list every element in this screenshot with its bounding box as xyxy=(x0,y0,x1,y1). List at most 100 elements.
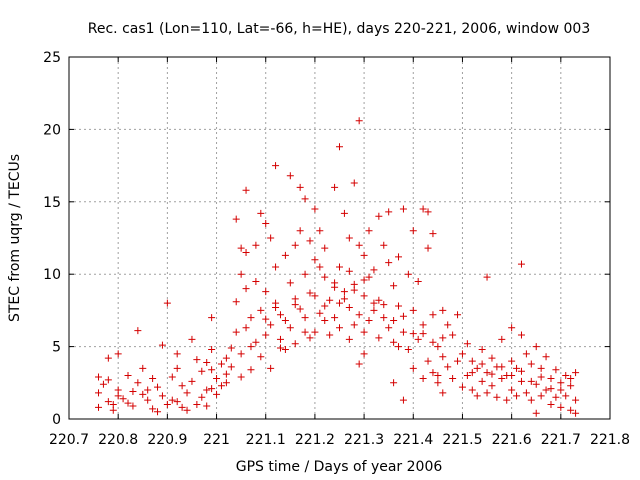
data-point xyxy=(95,389,103,397)
data-point xyxy=(567,374,575,382)
data-point xyxy=(567,382,575,390)
data-point xyxy=(567,406,575,414)
data-point xyxy=(468,386,476,394)
data-point xyxy=(557,403,565,411)
data-point xyxy=(173,350,181,358)
data-point xyxy=(488,382,496,390)
data-point xyxy=(124,372,132,380)
x-tick-label: 221.2 xyxy=(295,432,335,448)
data-point xyxy=(134,379,142,387)
data-point xyxy=(434,372,442,380)
data-point xyxy=(404,345,412,353)
data-point xyxy=(429,230,437,238)
data-point xyxy=(183,406,191,414)
data-point xyxy=(99,380,107,388)
data-point xyxy=(281,345,289,353)
data-point xyxy=(336,299,343,307)
data-point xyxy=(483,369,491,377)
data-point xyxy=(429,338,437,346)
data-point xyxy=(331,283,339,291)
data-point xyxy=(267,321,275,329)
x-tick-label: 221.4 xyxy=(393,432,433,448)
data-point xyxy=(134,327,142,335)
data-point xyxy=(350,321,358,329)
data-point xyxy=(390,282,398,290)
data-point xyxy=(395,253,403,261)
data-point xyxy=(522,389,530,397)
data-point xyxy=(517,260,525,268)
data-point xyxy=(276,311,284,319)
data-point xyxy=(262,220,270,228)
data-point xyxy=(419,205,427,213)
data-point xyxy=(203,359,211,367)
data-point xyxy=(429,369,437,377)
data-point xyxy=(562,392,570,400)
data-point xyxy=(316,263,324,271)
grid-lines xyxy=(69,57,610,419)
data-point xyxy=(527,377,535,385)
data-point xyxy=(213,374,221,382)
data-point xyxy=(237,350,245,358)
y-tick-label: 15 xyxy=(43,195,61,211)
x-tick-label: 221.7 xyxy=(541,432,581,448)
data-point xyxy=(552,366,560,374)
data-point xyxy=(527,360,535,368)
data-point xyxy=(227,344,235,352)
y-axis-title: STEC from uqrg / TECUs xyxy=(7,154,23,322)
chart-title: Rec. cas1 (Lon=110, Lat=-66, h=HE), days… xyxy=(88,21,590,37)
data-point xyxy=(331,183,339,191)
data-point xyxy=(360,328,368,336)
data-point xyxy=(365,227,373,235)
y-tick-label: 20 xyxy=(43,122,61,138)
data-point xyxy=(257,353,265,361)
data-point xyxy=(281,317,289,325)
data-point xyxy=(537,373,545,381)
data-point xyxy=(488,354,496,362)
data-point xyxy=(478,377,486,385)
data-point xyxy=(532,409,540,417)
x-tick-label: 221.3 xyxy=(344,432,384,448)
data-point xyxy=(301,328,309,336)
data-point xyxy=(385,324,393,332)
data-point xyxy=(572,369,580,377)
data-point xyxy=(463,340,471,348)
data-point xyxy=(193,356,201,364)
data-point xyxy=(237,244,245,252)
data-point xyxy=(542,353,550,361)
data-point xyxy=(508,324,516,332)
data-point xyxy=(562,372,570,380)
data-point xyxy=(444,321,452,329)
data-point xyxy=(296,227,304,235)
data-point xyxy=(409,306,417,314)
data-point xyxy=(276,335,284,343)
data-point xyxy=(124,399,132,407)
data-point xyxy=(109,401,117,409)
data-point xyxy=(286,172,294,180)
data-point xyxy=(331,314,339,322)
data-point xyxy=(468,357,476,365)
data-points xyxy=(95,117,580,417)
data-point xyxy=(513,392,521,400)
data-point xyxy=(95,373,103,381)
data-point xyxy=(173,364,181,372)
data-point xyxy=(208,385,216,393)
data-point xyxy=(208,345,216,353)
data-point xyxy=(262,331,270,339)
data-point xyxy=(193,401,201,409)
data-point xyxy=(237,373,245,381)
data-point xyxy=(439,334,447,342)
data-point xyxy=(375,334,383,342)
data-point xyxy=(129,402,137,410)
data-point xyxy=(321,244,329,252)
data-point xyxy=(532,380,540,388)
data-point xyxy=(232,215,240,223)
data-point xyxy=(419,321,427,329)
data-point xyxy=(139,364,147,372)
data-point xyxy=(498,374,506,382)
data-point xyxy=(345,234,353,242)
data-point xyxy=(350,286,358,294)
data-point xyxy=(311,205,319,213)
data-point xyxy=(262,315,270,323)
x-tick-label: 220.7 xyxy=(49,432,89,448)
data-point xyxy=(144,396,152,404)
